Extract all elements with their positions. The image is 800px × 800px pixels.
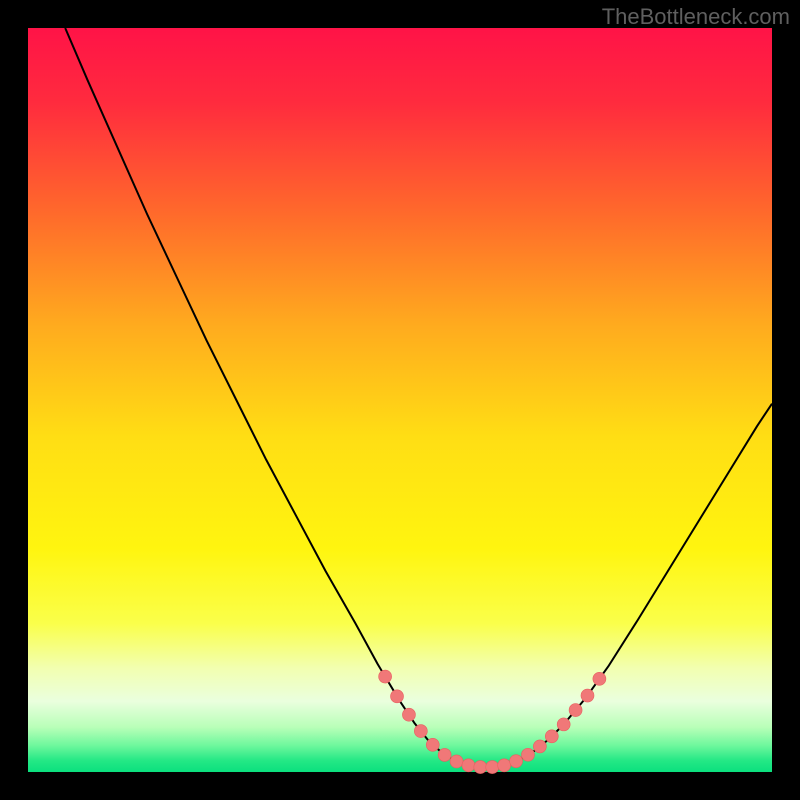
bottleneck-chart [0, 0, 800, 800]
curve-marker [533, 740, 546, 753]
curve-marker [402, 708, 415, 721]
chart-container: TheBottleneck.com [0, 0, 800, 800]
curve-marker [474, 761, 487, 774]
plot-gradient-area [28, 28, 772, 772]
curve-marker [379, 670, 392, 683]
curve-marker [545, 730, 558, 743]
curve-marker [557, 718, 570, 731]
curve-marker [486, 761, 499, 774]
curve-marker [438, 748, 451, 761]
curve-marker [426, 738, 439, 751]
curve-marker [581, 689, 594, 702]
curve-marker [510, 755, 523, 768]
curve-marker [450, 755, 463, 768]
curve-marker [498, 759, 511, 772]
curve-marker [414, 725, 427, 738]
curve-marker [462, 759, 475, 772]
curve-marker [521, 748, 534, 761]
curve-marker [569, 704, 582, 717]
curve-marker [593, 672, 606, 685]
watermark-text: TheBottleneck.com [602, 4, 790, 30]
curve-marker [391, 690, 404, 703]
